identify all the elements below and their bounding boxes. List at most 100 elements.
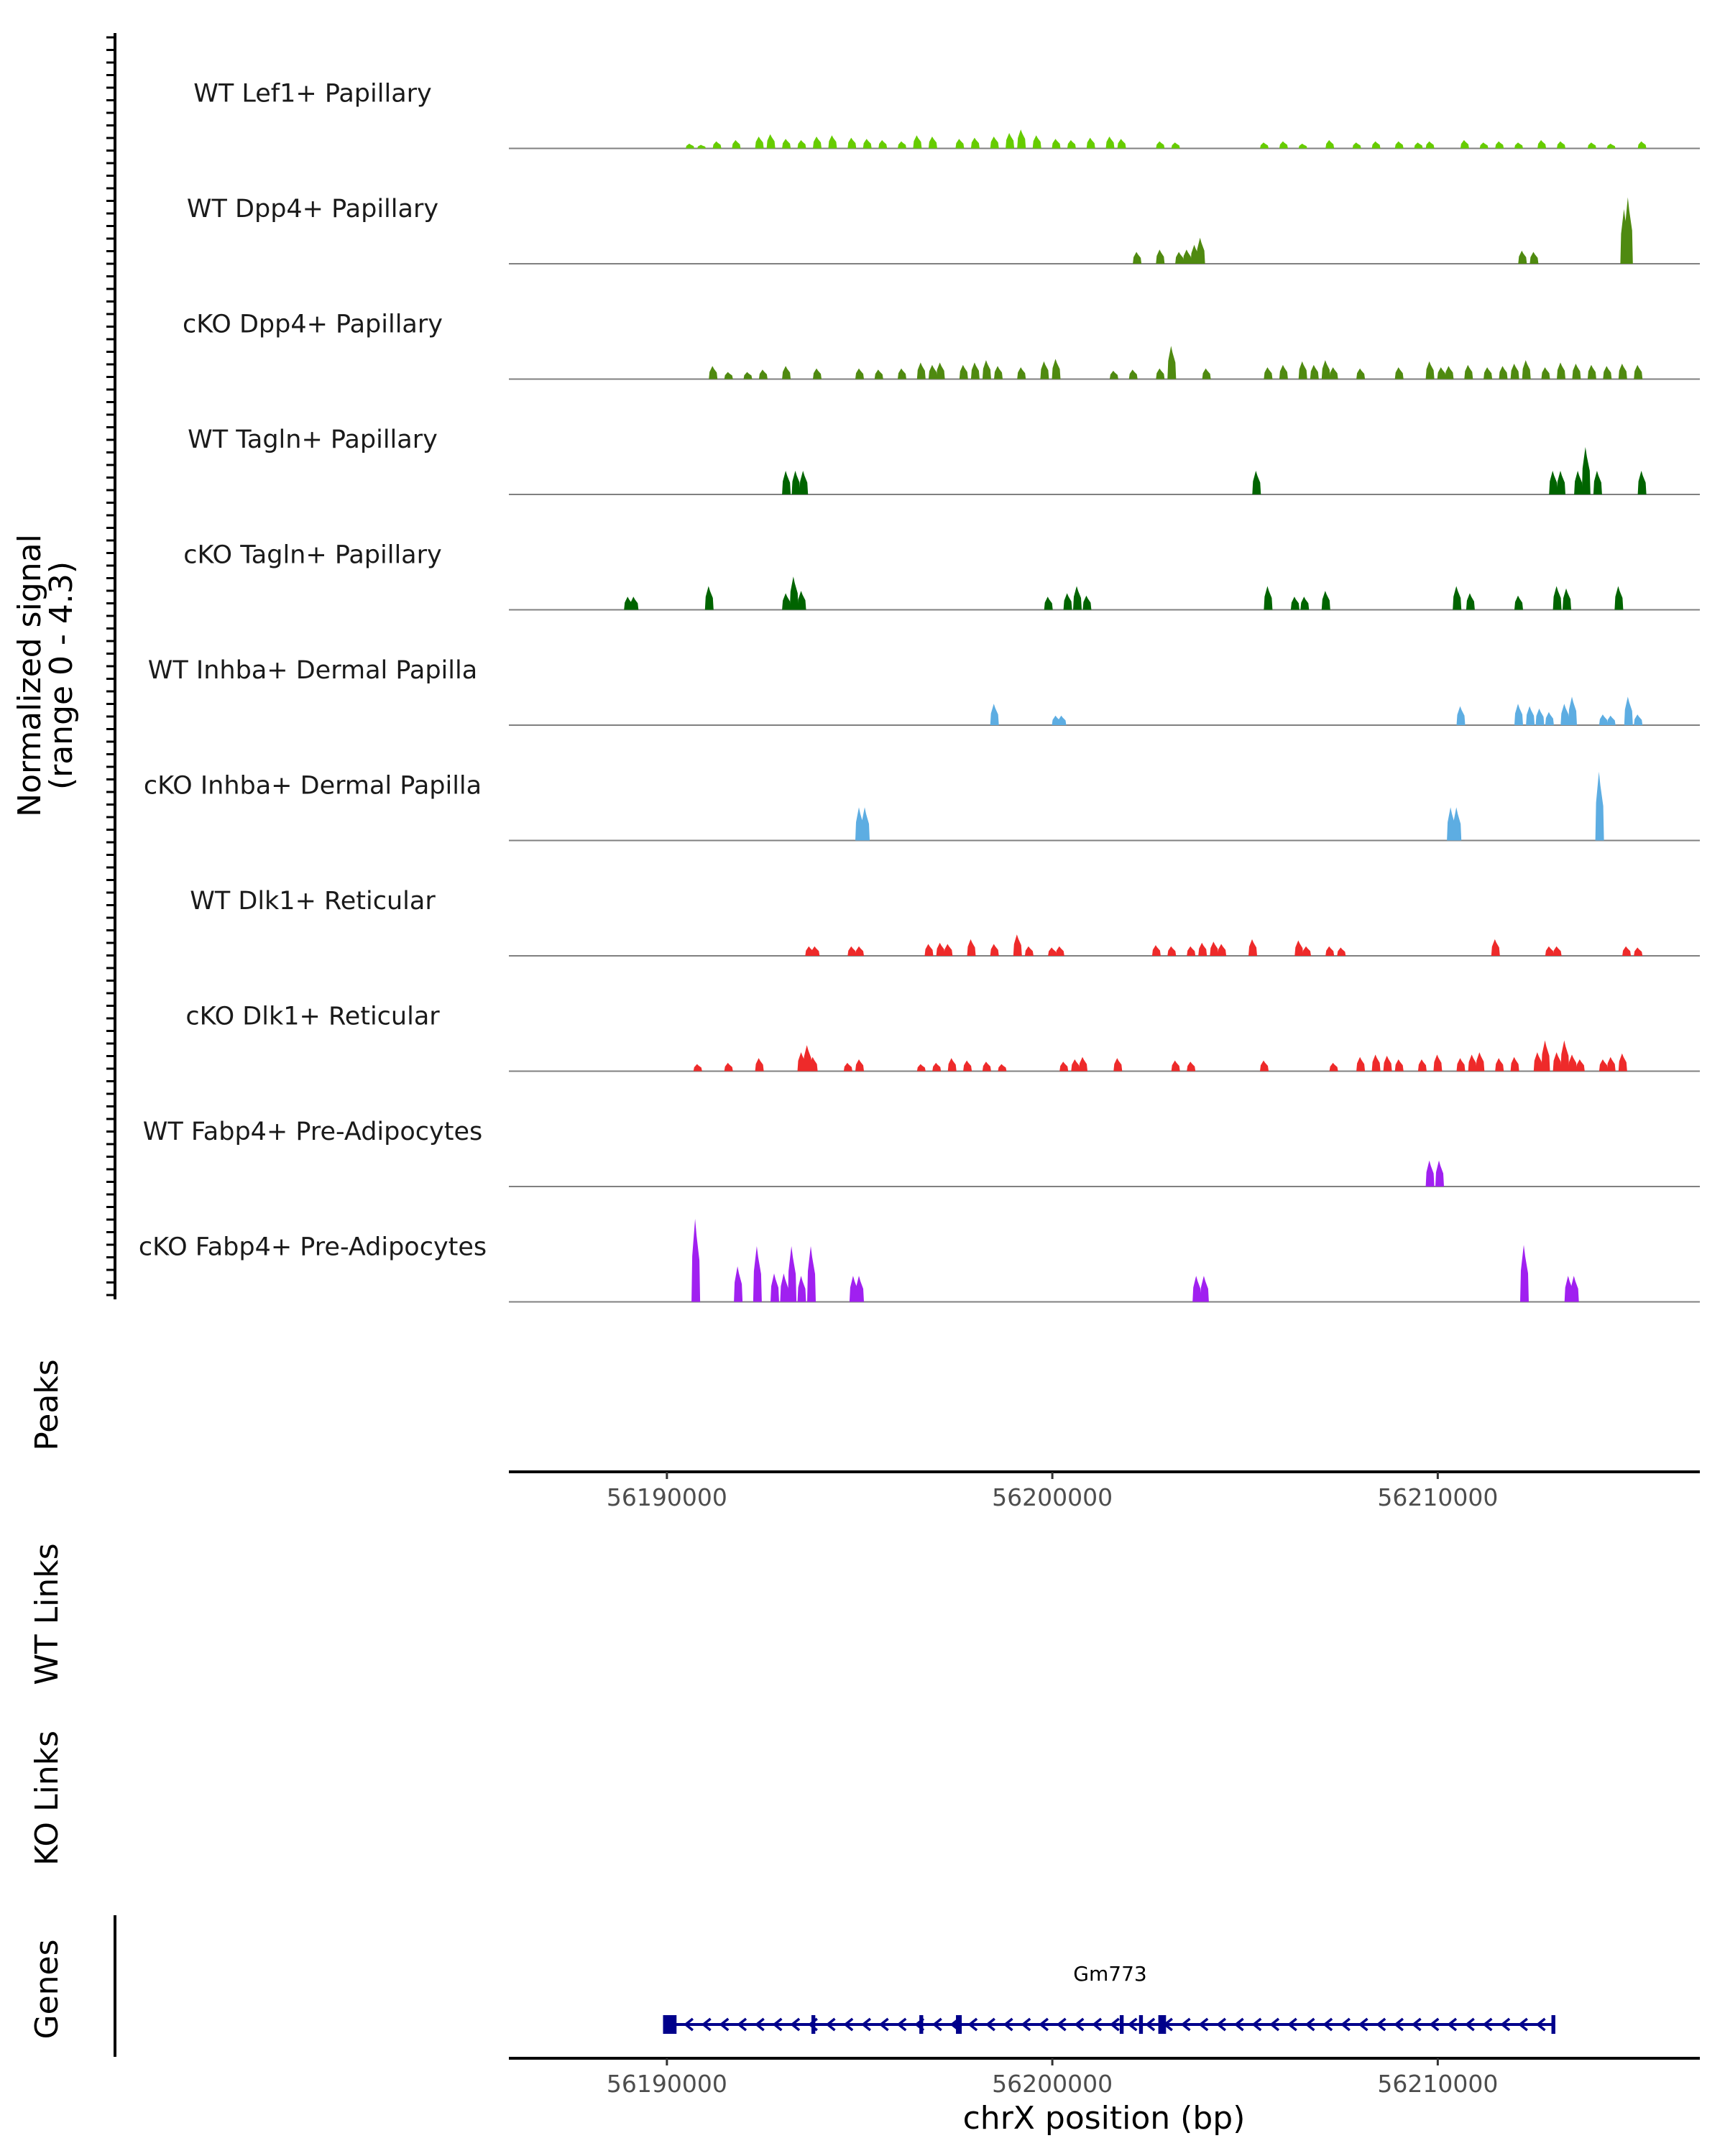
signal-peak — [1618, 364, 1627, 379]
signal-peak — [1013, 934, 1022, 956]
gene-exon — [956, 2015, 962, 2034]
signal-peak — [1537, 139, 1547, 149]
strand-arrow — [1322, 2017, 1333, 2032]
signal-peak — [1059, 1061, 1069, 1072]
signal-peak — [1603, 366, 1612, 379]
y-axis-title-line: Normalized signal — [12, 534, 48, 817]
signal-peak — [990, 137, 999, 149]
track-label: WT Inhba+ Dermal Papilla — [148, 656, 477, 685]
signal-peak — [1113, 1058, 1123, 1072]
gene-exon — [919, 2015, 924, 2034]
signal-peak — [990, 704, 999, 725]
signal-peak — [1079, 1056, 1087, 1072]
y-axis-ticks — [106, 36, 115, 1296]
track-label: WT Fabp4+ Pre-Adipocytes — [143, 1118, 482, 1146]
signal-peak — [924, 944, 934, 956]
signal-peak — [1371, 1054, 1381, 1072]
signal-peak — [1337, 947, 1346, 956]
signal-peak — [913, 135, 922, 149]
signal-peak — [1175, 252, 1184, 264]
signal-peak — [916, 362, 926, 379]
signal-peak — [1522, 360, 1531, 379]
signal-peak — [1560, 1040, 1570, 1072]
signal-peak — [1105, 137, 1115, 149]
signal-peak — [766, 134, 776, 149]
x-tick-label: 56190000 — [607, 2070, 727, 2098]
signal-peak — [1433, 1054, 1443, 1072]
signal-peak — [1260, 142, 1269, 149]
signal-peak — [1394, 141, 1404, 149]
coverage-panel: WT Lef1+ Papillary WT Dpp4+ Papillary cKO … — [139, 80, 1700, 1303]
signal-peak — [1453, 586, 1462, 610]
signal-peak — [1329, 367, 1338, 379]
strand-arrow — [896, 2017, 907, 2032]
strand-arrow — [1233, 2017, 1244, 2032]
signal-peak — [1545, 946, 1554, 956]
signal-peak — [1552, 1052, 1562, 1072]
signal-peak — [1294, 940, 1304, 956]
signal-peak — [1437, 367, 1446, 379]
signal-peak — [1279, 141, 1288, 149]
signal-peak — [1520, 1245, 1529, 1302]
signal-peak — [982, 1061, 991, 1072]
signal-peak — [1310, 364, 1319, 379]
signal-peak — [753, 1245, 762, 1302]
signal-peak — [994, 366, 1003, 379]
signal-peak — [797, 1276, 806, 1302]
signal-peak — [1445, 366, 1454, 379]
coverage-track: WT Fabp4+ Pre-Adipocytes — [143, 1118, 1700, 1187]
track-label: WT Tagln+ Papillary — [188, 425, 438, 454]
signal-peak — [1466, 593, 1475, 610]
signal-peak — [1071, 1059, 1080, 1072]
signal-peak — [916, 1064, 926, 1072]
signal-peak — [1325, 946, 1335, 956]
signal-peak — [1541, 1040, 1550, 1072]
signal-peak — [724, 372, 733, 379]
signal-peak — [1476, 1052, 1485, 1072]
strand-arrow — [1109, 2017, 1120, 2032]
peaks-x-axis-ticks: 56190000 56200000 56210000 — [607, 1472, 1498, 1511]
signal-peak — [1394, 1059, 1404, 1072]
signal-peak — [855, 368, 864, 379]
strand-arrow — [1127, 2017, 1138, 2032]
signal-peak — [1425, 1160, 1435, 1187]
signal-peak — [855, 946, 864, 956]
signal-peak — [936, 942, 945, 956]
signal-peak — [1484, 367, 1493, 379]
signal-peak — [1560, 704, 1570, 725]
signal-peak — [770, 1273, 779, 1302]
signal-peak — [1252, 471, 1261, 494]
signal-peak — [1581, 447, 1591, 494]
signal-peak — [1394, 367, 1404, 379]
signal-peak — [1634, 714, 1643, 725]
signal-peak — [874, 369, 883, 379]
signal-peak — [782, 593, 791, 610]
signal-peak — [693, 1064, 702, 1072]
signal-peak — [1109, 370, 1118, 379]
signal-peak — [932, 1062, 942, 1072]
signal-peak — [970, 137, 980, 149]
signal-peak — [1356, 1056, 1366, 1072]
signal-peak — [1264, 367, 1273, 379]
signal-peak — [1298, 143, 1307, 149]
signal-peak — [1151, 945, 1161, 956]
signal-peak — [1518, 250, 1527, 264]
strand-arrow — [1500, 2017, 1511, 2032]
signal-peak — [780, 1273, 789, 1302]
strand-arrow — [1198, 2017, 1209, 2032]
track-label: cKO Dpp4+ Papillary — [183, 310, 443, 339]
signal-peak — [847, 137, 857, 149]
signal-peak — [1557, 362, 1565, 379]
signal-peak — [1171, 1060, 1180, 1072]
track-label: WT Lef1+ Papillary — [193, 80, 432, 109]
signal-peak — [944, 944, 953, 956]
signal-peak — [1526, 706, 1535, 725]
signal-peak — [782, 471, 791, 494]
signal-peak — [743, 372, 753, 379]
signal-peak — [782, 366, 791, 379]
strand-arrow — [1447, 2017, 1458, 2032]
strand-arrow — [719, 2017, 730, 2032]
signal-peak — [847, 946, 857, 956]
signal-peak — [1156, 141, 1165, 149]
strand-arrow — [1269, 2017, 1280, 2032]
